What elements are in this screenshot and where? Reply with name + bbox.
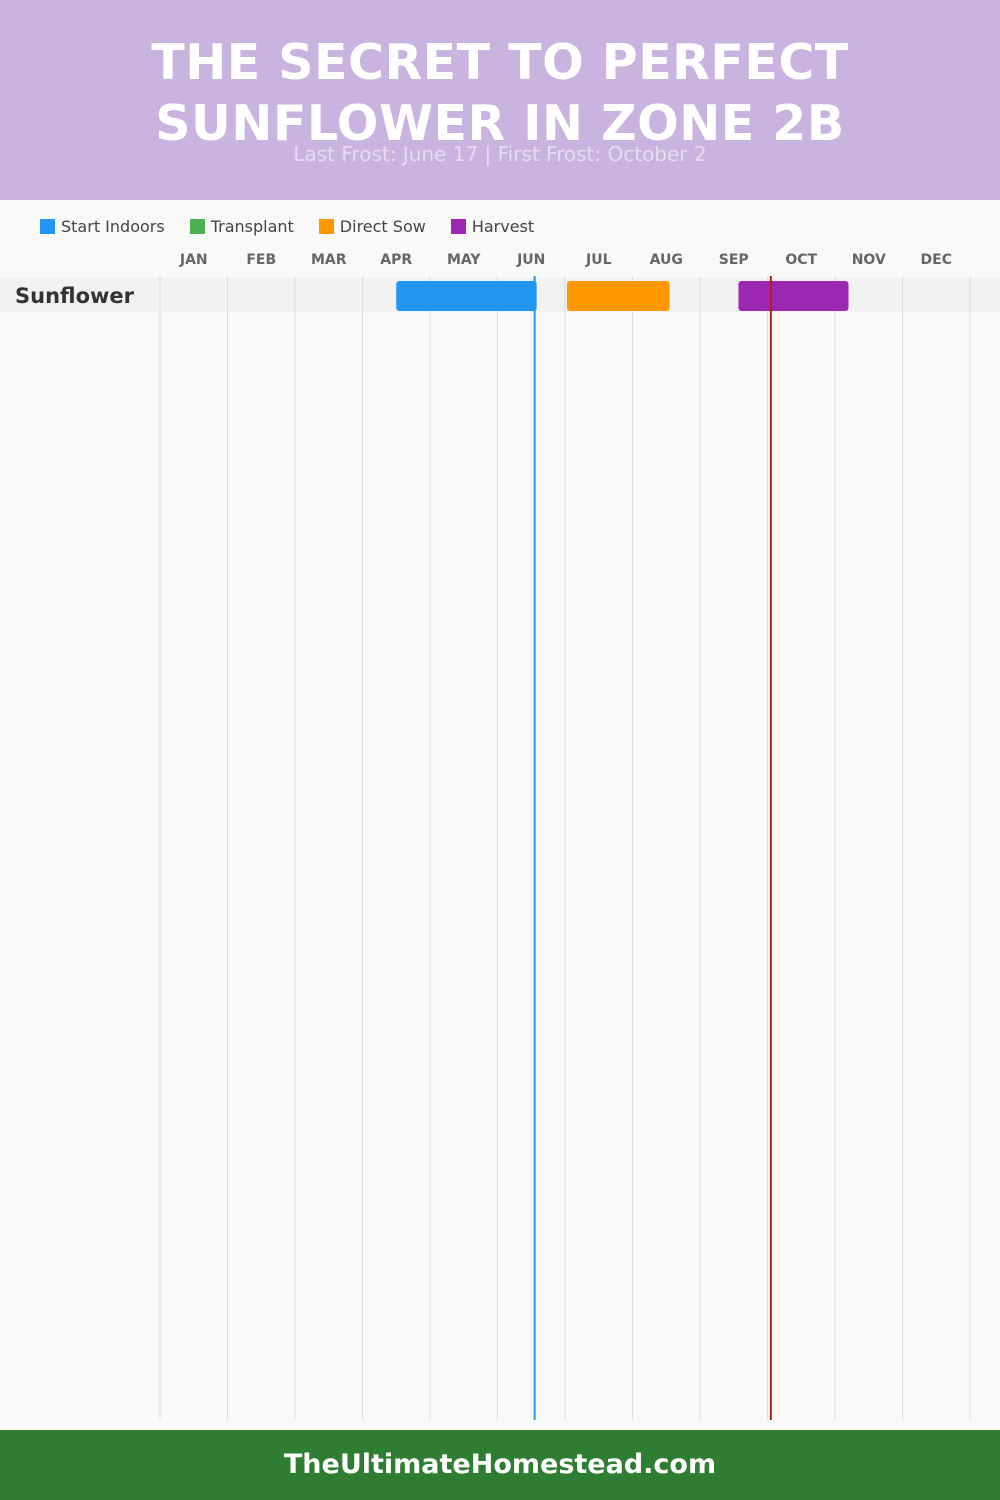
frost-dates-subtitle: Last Frost: June 17 | First Frost: Octob… — [293, 142, 707, 166]
month-label-mar: MAR — [311, 252, 347, 268]
title-line-1: THE SECRET TO PERFECT — [151, 34, 849, 91]
month-label-may: MAY — [447, 252, 481, 268]
legend-label-harvest: Harvest — [471, 216, 535, 236]
legend-item-transplant: Transplant — [189, 216, 294, 236]
bar-start-indoors — [396, 281, 537, 311]
month-label-dec: DEC — [921, 252, 952, 268]
legend-item-start-indoors: Start Indoors — [40, 217, 165, 236]
page-title: THE SECRET TO PERFECT SUNFLOWER IN ZONE … — [0, 32, 1000, 154]
month-label-jul: JUL — [585, 252, 612, 268]
legend-swatch-start-indoors — [40, 218, 55, 234]
footer-site-link[interactable]: TheUltimateHomestead.com — [283, 1449, 717, 1480]
planting-calendar-chart: JAN FEB MAR APR MAY JUN JUL AUG SEP OCT NOV DEC Sunf… — [0, 252, 1000, 1420]
bar-harvest — [738, 281, 849, 311]
month-label-apr: APR — [380, 252, 412, 268]
month-label-jun: JUN — [516, 252, 545, 268]
legend: Start Indoors Transplant Direct Sow Harv… — [40, 214, 559, 238]
legend-label-direct-sow: Direct Sow — [339, 216, 426, 236]
legend-swatch-harvest — [450, 218, 466, 234]
bar-direct-sow — [567, 281, 670, 311]
month-label-aug: AUG — [650, 252, 683, 268]
legend-item-direct-sow: Direct Sow — [318, 216, 426, 236]
month-label-oct: OCT — [785, 252, 817, 268]
legend-item-harvest: Harvest — [450, 216, 535, 236]
legend-label-transplant: Transplant — [210, 216, 294, 236]
legend-swatch-transplant — [189, 218, 205, 234]
month-label-feb: FEB — [246, 252, 276, 268]
footer-banner: TheUltimateHomestead.com — [0, 1430, 1000, 1500]
legend-label-start-indoors: Start Indoors — [61, 216, 165, 236]
row-label-sunflower: Sunflower — [15, 284, 135, 308]
month-label-jan: JAN — [179, 252, 208, 268]
header-banner: THE SECRET TO PERFECT SUNFLOWER IN ZONE … — [0, 0, 1000, 200]
month-label-nov: NOV — [852, 252, 886, 268]
title-line-2: SUNFLOWER IN ZONE 2B — [155, 95, 845, 152]
legend-swatch-direct-sow — [318, 218, 334, 234]
month-label-sep: SEP — [719, 252, 749, 268]
